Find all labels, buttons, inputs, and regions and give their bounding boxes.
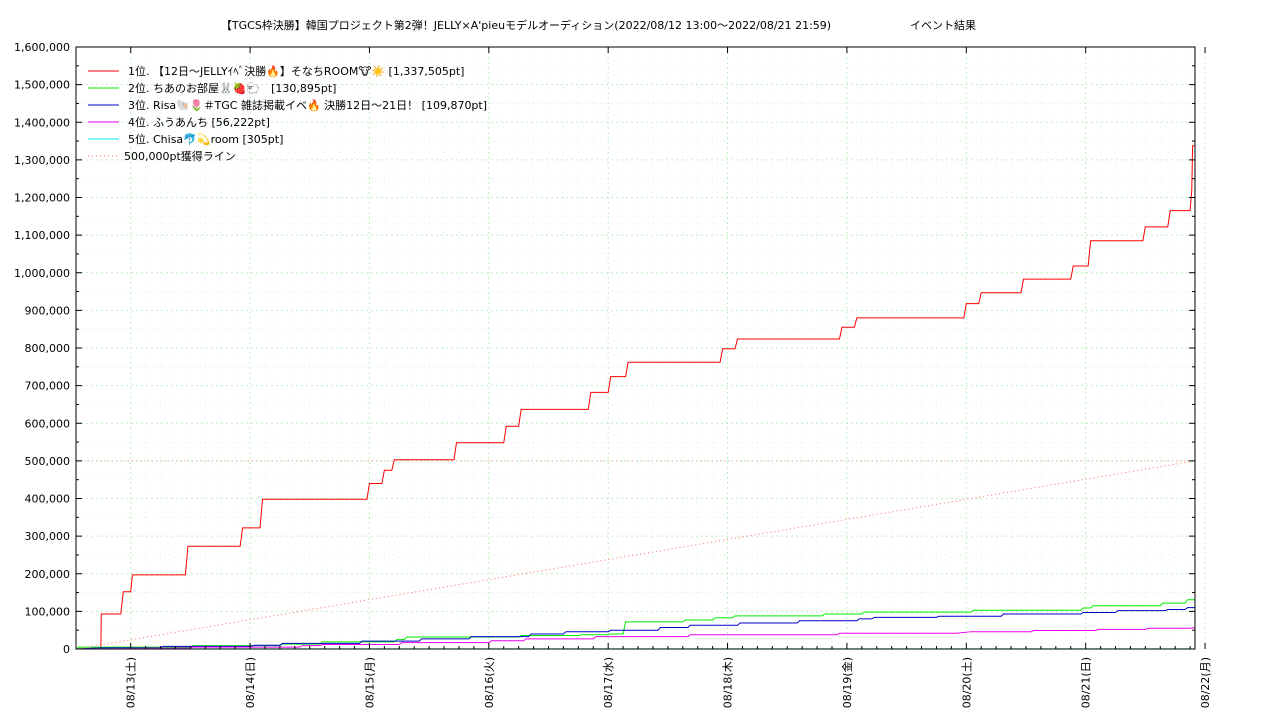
x-tick-label: 08/16(火) [483, 657, 496, 708]
axes: 0 100,000 200,000 300,000 400,000 500,000 600,… [14, 41, 1212, 708]
y-tick-label: 200,000 [25, 568, 71, 581]
y-tick-label: 1,100,000 [14, 229, 70, 242]
x-tick-label: 08/21(日) [1080, 657, 1093, 708]
y-tick-label: 900,000 [25, 304, 71, 317]
x-tick-label: 08/19(金) [840, 657, 854, 708]
series-line-3 [75, 607, 1195, 650]
series-line-1 [76, 145, 1195, 650]
x-tick-label: 08/17(水) [602, 657, 615, 708]
x-tick-label: 08/18(木) [722, 657, 735, 708]
y-tick-label: 700,000 [25, 380, 71, 393]
x-tick-label: 08/14(日) [244, 657, 257, 708]
y-tick-label: 500,000 [25, 455, 71, 468]
y-tick-label: 1,600,000 [14, 41, 70, 54]
chart-title: 【TGCS枠決勝】韓国プロジェクト第2弾！JELLY×A'pieuモデルオーディ… [221, 18, 831, 32]
legend-label-4: 4位. ふうあんち [56,222pt] [128, 115, 270, 129]
x-tick-label: 08/22(月) [1199, 657, 1212, 708]
y-tick-label: 1,500,000 [14, 79, 70, 92]
y-tick-label: 1,000,000 [14, 267, 70, 280]
legend-label-6: 500,000pt獲得ライン [124, 150, 236, 163]
y-tick-label: 800,000 [25, 342, 71, 355]
legend-label-3: 3位. Risa🐚🌷＃TGC 雑誌掲載イベ🔥 決勝12日〜21日！ [109,8… [128, 98, 487, 112]
plot-frame [75, 46, 1196, 650]
x-tick-label: 08/15(月) [363, 657, 376, 708]
series-line-4 [75, 627, 1195, 650]
y-tick-label: 1,400,000 [14, 116, 70, 129]
series-line-2 [75, 599, 1195, 650]
chart-subtitle: イベント結果 [910, 18, 976, 32]
y-tick-label: 400,000 [25, 493, 71, 506]
y-tick-label: 600,000 [25, 417, 71, 430]
legend-label-5: 5位. Chisa🐬💫room [305pt] [128, 132, 283, 147]
x-tick-label: 08/20(土) [960, 657, 973, 708]
y-tick-label: 300,000 [25, 530, 71, 543]
legend-label-1: 1位. 【12日〜JELLYｲﾍﾞ決勝🔥】そなちROOM🐮☀️ [1,337,5… [128, 64, 464, 78]
y-tick-label: 0 [63, 643, 70, 656]
y-tick-label: 1,300,000 [14, 154, 70, 167]
legend: 1位. 【12日〜JELLYｲﾍﾞ決勝🔥】そなちROOM🐮☀️ [1,337,5… [88, 64, 487, 163]
x-tick-label: 08/13(土) [125, 657, 138, 708]
legend-label-2: 2位. ちあのお部屋🐰🍓🐑 [130,895pt] [128, 81, 336, 95]
y-tick-label: 100,000 [25, 605, 71, 618]
y-tick-label: 1,200,000 [14, 192, 70, 205]
